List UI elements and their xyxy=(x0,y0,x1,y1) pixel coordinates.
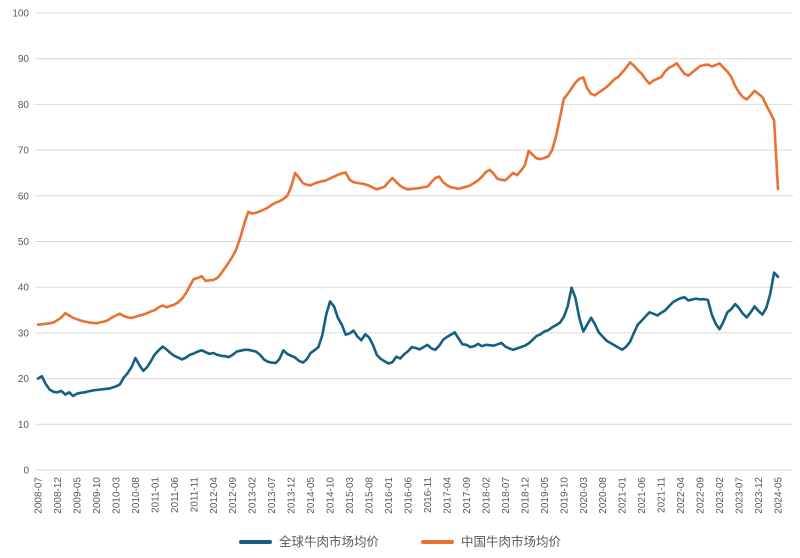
legend-label-china: 中国牛肉市场均价 xyxy=(461,534,562,549)
y-tick-label: 80 xyxy=(18,100,30,111)
x-tick-label: 2016-06 xyxy=(404,477,415,514)
legend-item-china: 中国牛肉市场均价 xyxy=(421,534,562,549)
x-tick-label: 2022-04 xyxy=(676,477,687,514)
x-tick-label: 2024-05 xyxy=(774,477,785,514)
x-tick-label: 2012-09 xyxy=(228,477,239,514)
x-tick-label: 2012-04 xyxy=(209,477,220,514)
x-tick-label: 2015-03 xyxy=(345,477,356,514)
x-tick-label: 2021-06 xyxy=(637,477,648,514)
x-tick-label: 2010-08 xyxy=(131,477,142,514)
x-tick-label: 2018-12 xyxy=(520,477,531,514)
x-tick-label: 2022-09 xyxy=(696,477,707,514)
x-tick-label: 2021-01 xyxy=(618,477,629,514)
y-tick-label: 100 xyxy=(12,9,29,20)
x-tick-label: 2009-10 xyxy=(92,477,103,514)
x-tick-label: 2020-03 xyxy=(579,477,590,514)
x-tick-label: 2017-04 xyxy=(442,477,453,514)
x-tick-label: 2019-10 xyxy=(559,477,570,514)
x-tick-label: 2008-07 xyxy=(34,477,45,514)
x-tick-label: 2020-08 xyxy=(598,477,609,514)
series-line-global xyxy=(36,271,780,398)
x-tick-label: 2018-07 xyxy=(501,477,512,514)
y-tick-label: 10 xyxy=(18,420,30,431)
x-tick-label: 2014-05 xyxy=(306,477,317,514)
x-tick-label: 2008-12 xyxy=(53,477,64,514)
y-tick-label: 40 xyxy=(18,283,30,294)
x-tick-label: 2013-07 xyxy=(267,477,278,514)
y-tick-label: 30 xyxy=(18,328,30,339)
x-tick-label: 2018-02 xyxy=(481,477,492,514)
legend-label-global: 全球牛肉市场均价 xyxy=(278,534,379,549)
y-tick-label: 0 xyxy=(23,466,29,477)
series-line-china xyxy=(36,61,780,327)
legend-swatch-global xyxy=(238,539,272,544)
x-tick-label: 2014-10 xyxy=(326,477,337,514)
x-tick-label: 2023-07 xyxy=(735,477,746,514)
x-tick-label: 2019-05 xyxy=(540,477,551,514)
x-tick-label: 2016-11 xyxy=(423,477,434,513)
y-tick-label: 50 xyxy=(18,237,30,248)
legend-item-global: 全球牛肉市场均价 xyxy=(238,534,379,549)
x-tick-label: 2011-01 xyxy=(150,477,161,513)
chart-legend: 全球牛肉市场均价 中国牛肉市场均价 xyxy=(0,534,800,549)
x-tick-label: 2016-01 xyxy=(384,477,395,514)
x-tick-label: 2023-02 xyxy=(715,477,726,514)
x-tick-label: 2017-09 xyxy=(462,477,473,514)
x-tick-label: 2010-03 xyxy=(111,477,122,514)
x-tick-label: 2015-08 xyxy=(365,477,376,514)
x-tick-label: 2011-11 xyxy=(189,477,200,513)
y-tick-label: 90 xyxy=(18,54,30,65)
y-tick-label: 20 xyxy=(18,374,30,385)
x-tick-label: 2023-12 xyxy=(754,477,765,514)
x-tick-label: 2013-12 xyxy=(287,477,298,514)
y-tick-label: 70 xyxy=(18,146,30,157)
x-tick-label: 2011-06 xyxy=(170,477,181,513)
x-tick-label: 2009-05 xyxy=(72,477,83,514)
y-tick-label: 60 xyxy=(18,191,30,202)
x-tick-label: 2013-02 xyxy=(248,477,259,514)
x-tick-label: 2021-11 xyxy=(657,477,668,513)
legend-swatch-china xyxy=(421,539,454,544)
